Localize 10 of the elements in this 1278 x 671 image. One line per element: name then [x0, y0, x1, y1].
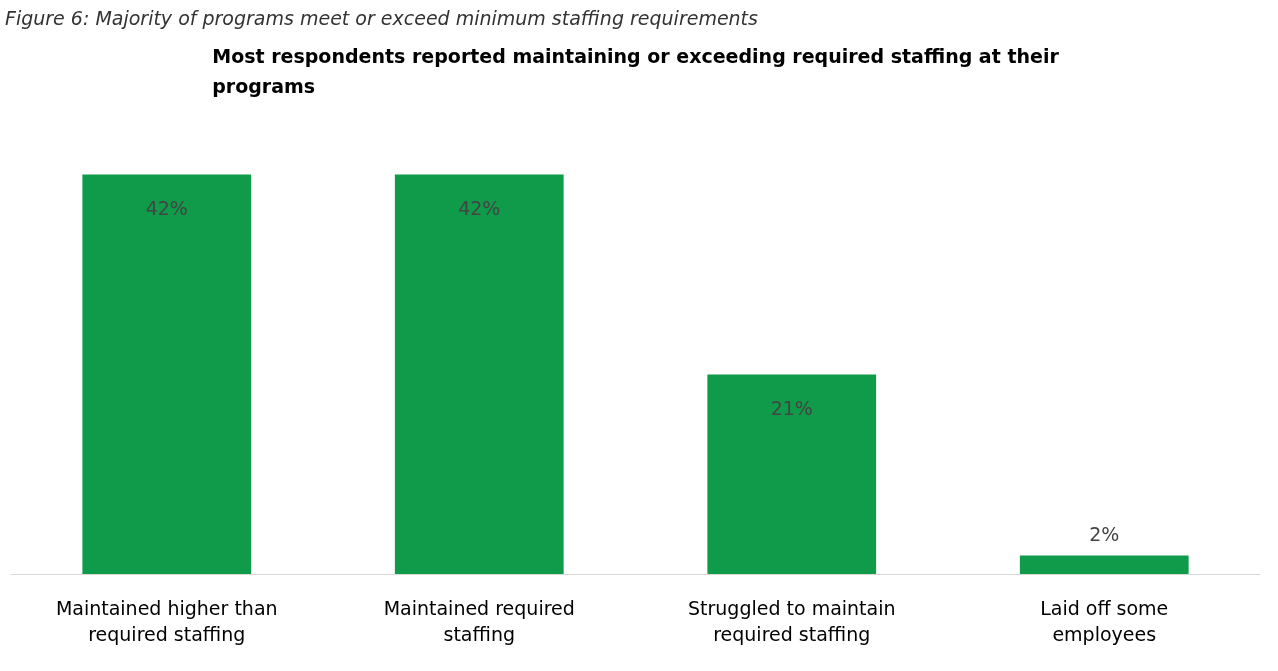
x-tick-label: Maintained higher than required staffing	[55, 596, 278, 646]
data-label: 2%	[1089, 523, 1120, 546]
x-tick-label: Laid off some employees	[1040, 596, 1169, 646]
x-tick-label: Maintained required staffing	[383, 596, 575, 646]
data-label: 42%	[145, 196, 188, 219]
data-label: 42%	[458, 196, 501, 219]
caption: Figure 6: Majority of programs meet or exceed minimum staffing requirements	[5, 6, 758, 31]
chart-title: Most respondents reported maintaining or exceeding required staffing at their programs	[212, 44, 1060, 98]
x-tick-label: Struggled to maintain required staffing	[687, 596, 896, 646]
data-label: 21%	[770, 396, 813, 419]
